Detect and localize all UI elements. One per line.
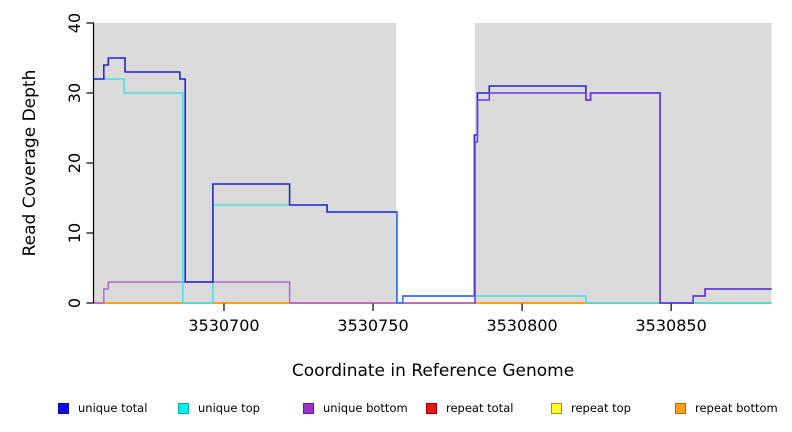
legend-label: unique top — [198, 401, 260, 415]
legend-swatch-icon — [551, 402, 562, 414]
legend-label: unique bottom — [323, 401, 408, 415]
legend-swatch-icon — [426, 402, 437, 414]
unique-total-line-gap-segment — [396, 211, 475, 304]
y-tick-label: 30 — [65, 83, 84, 103]
y-tick-label: 10 — [65, 223, 84, 243]
legend-swatch-icon — [58, 402, 69, 414]
y-axis-title: Read Coverage Depth — [20, 69, 40, 257]
shaded-region — [94, 23, 396, 303]
y-tick-label: 20 — [65, 153, 84, 173]
legend-swatch-icon — [178, 402, 189, 414]
x-axis-title: Coordinate in Reference Genome — [291, 361, 575, 381]
legend-swatch-icon — [303, 402, 314, 414]
y-tick-label: 0 — [65, 298, 84, 308]
legend-item-unique-top: unique top — [178, 400, 260, 416]
legend-item-repeat-top: repeat top — [551, 400, 631, 416]
legend: unique total unique top unique bottom repea… — [0, 400, 792, 420]
legend-label: repeat bottom — [695, 401, 778, 415]
legend-item-repeat-bottom: repeat bottom — [675, 400, 778, 416]
unique-bottom-line-right — [474, 92, 772, 304]
legend-label: unique total — [78, 401, 148, 415]
shaded-region — [474, 23, 772, 303]
legend-label: repeat total — [446, 401, 514, 415]
legend-label: repeat top — [571, 401, 631, 415]
legend-swatch-icon — [675, 402, 686, 414]
x-tick-label: 3530750 — [337, 316, 408, 335]
y-tick-label: 40 — [65, 13, 84, 33]
x-tick-label: 3530800 — [486, 316, 557, 335]
x-tick-label: 3530850 — [636, 316, 707, 335]
legend-item-repeat-total: repeat total — [426, 400, 513, 416]
legend-item-unique-total: unique total — [58, 400, 147, 416]
legend-item-unique-bottom: unique bottom — [303, 400, 408, 416]
unique-bottom-line-left — [94, 281, 475, 304]
x-tick-label: 3530700 — [188, 316, 259, 335]
